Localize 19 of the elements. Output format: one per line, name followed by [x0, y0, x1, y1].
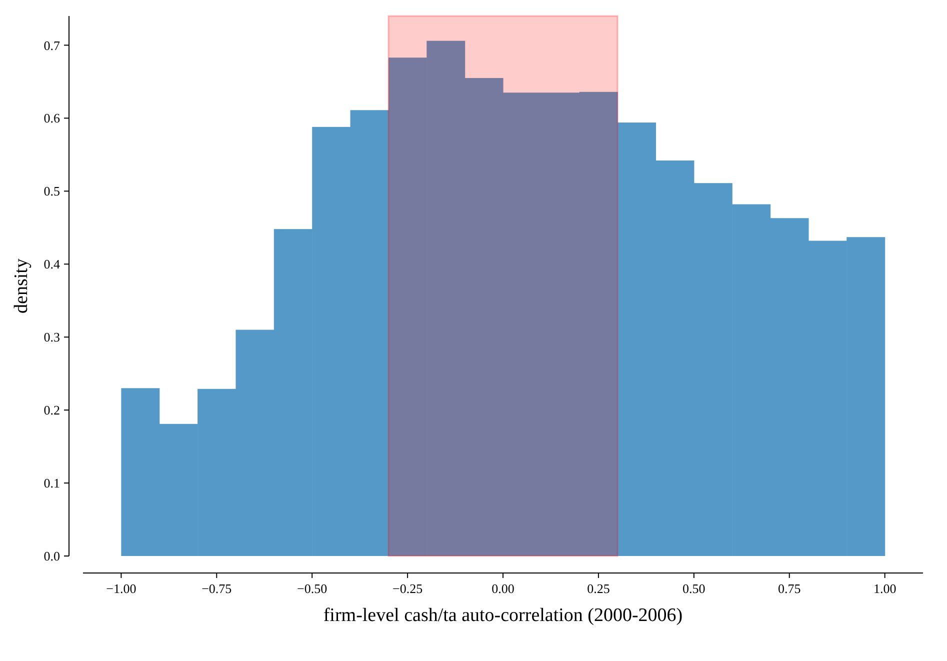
y-tick-label: 0.4: [44, 256, 60, 272]
x-tick-label: 1.00: [873, 581, 896, 596]
x-tick-label: 0.50: [682, 581, 706, 596]
x-tick-label: −0.25: [392, 581, 423, 596]
x-tick-label: −1.00: [106, 581, 136, 596]
y-tick-label: 0.6: [44, 110, 60, 126]
x-tick-label: −0.75: [202, 581, 232, 596]
x-axis-title: firm-level cash/ta auto-correlation (2000-2006): [323, 605, 683, 626]
y-tick-label: 0.7: [44, 38, 60, 53]
x-tick-label: 0.00: [492, 581, 514, 596]
y-tick-label: 0.3: [44, 330, 60, 345]
y-tick-label: 0.1: [44, 476, 60, 491]
x-tick-label: 0.25: [587, 581, 610, 596]
y-axis-title: density: [11, 258, 32, 314]
y-tick-label: 0.0: [44, 548, 60, 564]
x-tick-label: −0.50: [297, 581, 328, 596]
y-tick-label: 0.5: [44, 184, 60, 199]
y-tick-label: 0.2: [44, 402, 60, 418]
x-tick-label: 0.75: [778, 581, 801, 596]
